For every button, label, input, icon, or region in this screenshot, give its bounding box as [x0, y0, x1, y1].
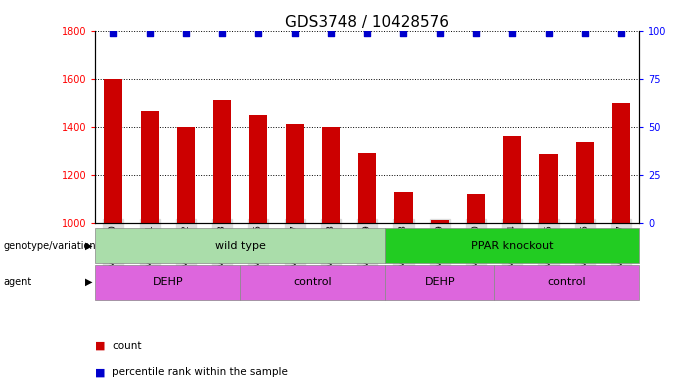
Text: ▶: ▶	[85, 241, 92, 251]
Point	[289, 30, 300, 36]
Point	[108, 30, 119, 36]
Bar	[286, 124, 304, 223]
Bar	[430, 220, 449, 223]
Point	[543, 30, 554, 36]
Text: control: control	[547, 277, 586, 287]
Bar	[539, 154, 558, 223]
Point	[507, 30, 517, 36]
Bar	[503, 136, 522, 223]
Bar	[467, 194, 485, 223]
Text: ■: ■	[95, 367, 105, 377]
Bar	[322, 127, 340, 223]
Text: ▶: ▶	[85, 277, 92, 287]
Bar	[141, 111, 158, 223]
Bar	[612, 103, 630, 223]
Point	[615, 30, 626, 36]
Text: count: count	[112, 341, 141, 351]
Bar	[104, 79, 122, 223]
Title: GDS3748 / 10428576: GDS3748 / 10428576	[285, 15, 449, 30]
Bar	[394, 192, 413, 223]
Point	[326, 30, 337, 36]
Bar	[177, 127, 195, 223]
Bar	[250, 115, 267, 223]
Point	[144, 30, 155, 36]
Text: genotype/variation: genotype/variation	[3, 241, 96, 251]
Point	[579, 30, 590, 36]
Point	[435, 30, 445, 36]
Text: agent: agent	[3, 277, 32, 287]
Text: PPAR knockout: PPAR knockout	[471, 241, 554, 251]
Point	[180, 30, 191, 36]
Point	[471, 30, 481, 36]
Bar	[358, 153, 376, 223]
Text: DEHP: DEHP	[152, 277, 183, 287]
Point	[253, 30, 264, 36]
Text: DEHP: DEHP	[424, 277, 455, 287]
Text: percentile rank within the sample: percentile rank within the sample	[112, 367, 288, 377]
Text: wild type: wild type	[215, 241, 266, 251]
Point	[217, 30, 228, 36]
Point	[398, 30, 409, 36]
Text: ■: ■	[95, 341, 105, 351]
Bar	[576, 142, 594, 223]
Text: control: control	[294, 277, 332, 287]
Bar	[213, 100, 231, 223]
Point	[362, 30, 373, 36]
